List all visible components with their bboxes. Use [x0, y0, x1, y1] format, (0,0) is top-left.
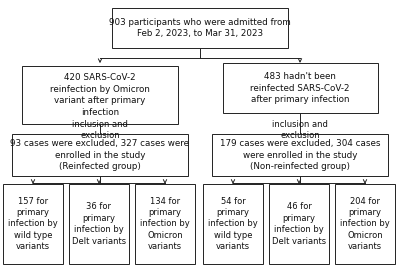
FancyBboxPatch shape — [22, 66, 178, 124]
FancyBboxPatch shape — [3, 184, 63, 264]
Text: 204 for
primary
infection by
Omicron
variants: 204 for primary infection by Omicron var… — [340, 197, 390, 251]
Text: 157 for
primary
infection by
wild type
variants: 157 for primary infection by wild type v… — [8, 197, 58, 251]
FancyBboxPatch shape — [222, 63, 378, 113]
Text: 93 cases were excluded, 327 cases were
enrolled in the study
(Reinfected group): 93 cases were excluded, 327 cases were e… — [10, 139, 190, 171]
FancyBboxPatch shape — [203, 184, 263, 264]
Text: inclusion and
exclusion: inclusion and exclusion — [72, 120, 128, 140]
FancyBboxPatch shape — [12, 134, 188, 176]
Text: 54 for
primary
infection by
wild type
variants: 54 for primary infection by wild type va… — [208, 197, 258, 251]
Text: 483 hadn't been
reinfected SARS-CoV-2
after primary infection: 483 hadn't been reinfected SARS-CoV-2 af… — [250, 72, 350, 104]
Text: 36 for
primary
infection by
Delt variants: 36 for primary infection by Delt variant… — [72, 202, 126, 246]
Text: 179 cases were excluded, 304 cases
were enrolled in the study
(Non-reinfected gr: 179 cases were excluded, 304 cases were … — [220, 139, 380, 171]
Text: inclusion and
exclusion: inclusion and exclusion — [272, 120, 328, 140]
FancyBboxPatch shape — [112, 8, 288, 48]
FancyBboxPatch shape — [335, 184, 395, 264]
Text: 903 participants who were admitted from
Feb 2, 2023, to Mar 31, 2023: 903 participants who were admitted from … — [109, 18, 291, 38]
FancyBboxPatch shape — [269, 184, 329, 264]
FancyBboxPatch shape — [69, 184, 129, 264]
Text: 134 for
primary
infection by
Omicron
variants: 134 for primary infection by Omicron var… — [140, 197, 190, 251]
FancyBboxPatch shape — [135, 184, 195, 264]
Text: 420 SARS-CoV-2
reinfection by Omicron
variant after primary
infection: 420 SARS-CoV-2 reinfection by Omicron va… — [50, 73, 150, 117]
Text: 46 for
primary
infection by
Delt variants: 46 for primary infection by Delt variant… — [272, 202, 326, 246]
FancyBboxPatch shape — [212, 134, 388, 176]
